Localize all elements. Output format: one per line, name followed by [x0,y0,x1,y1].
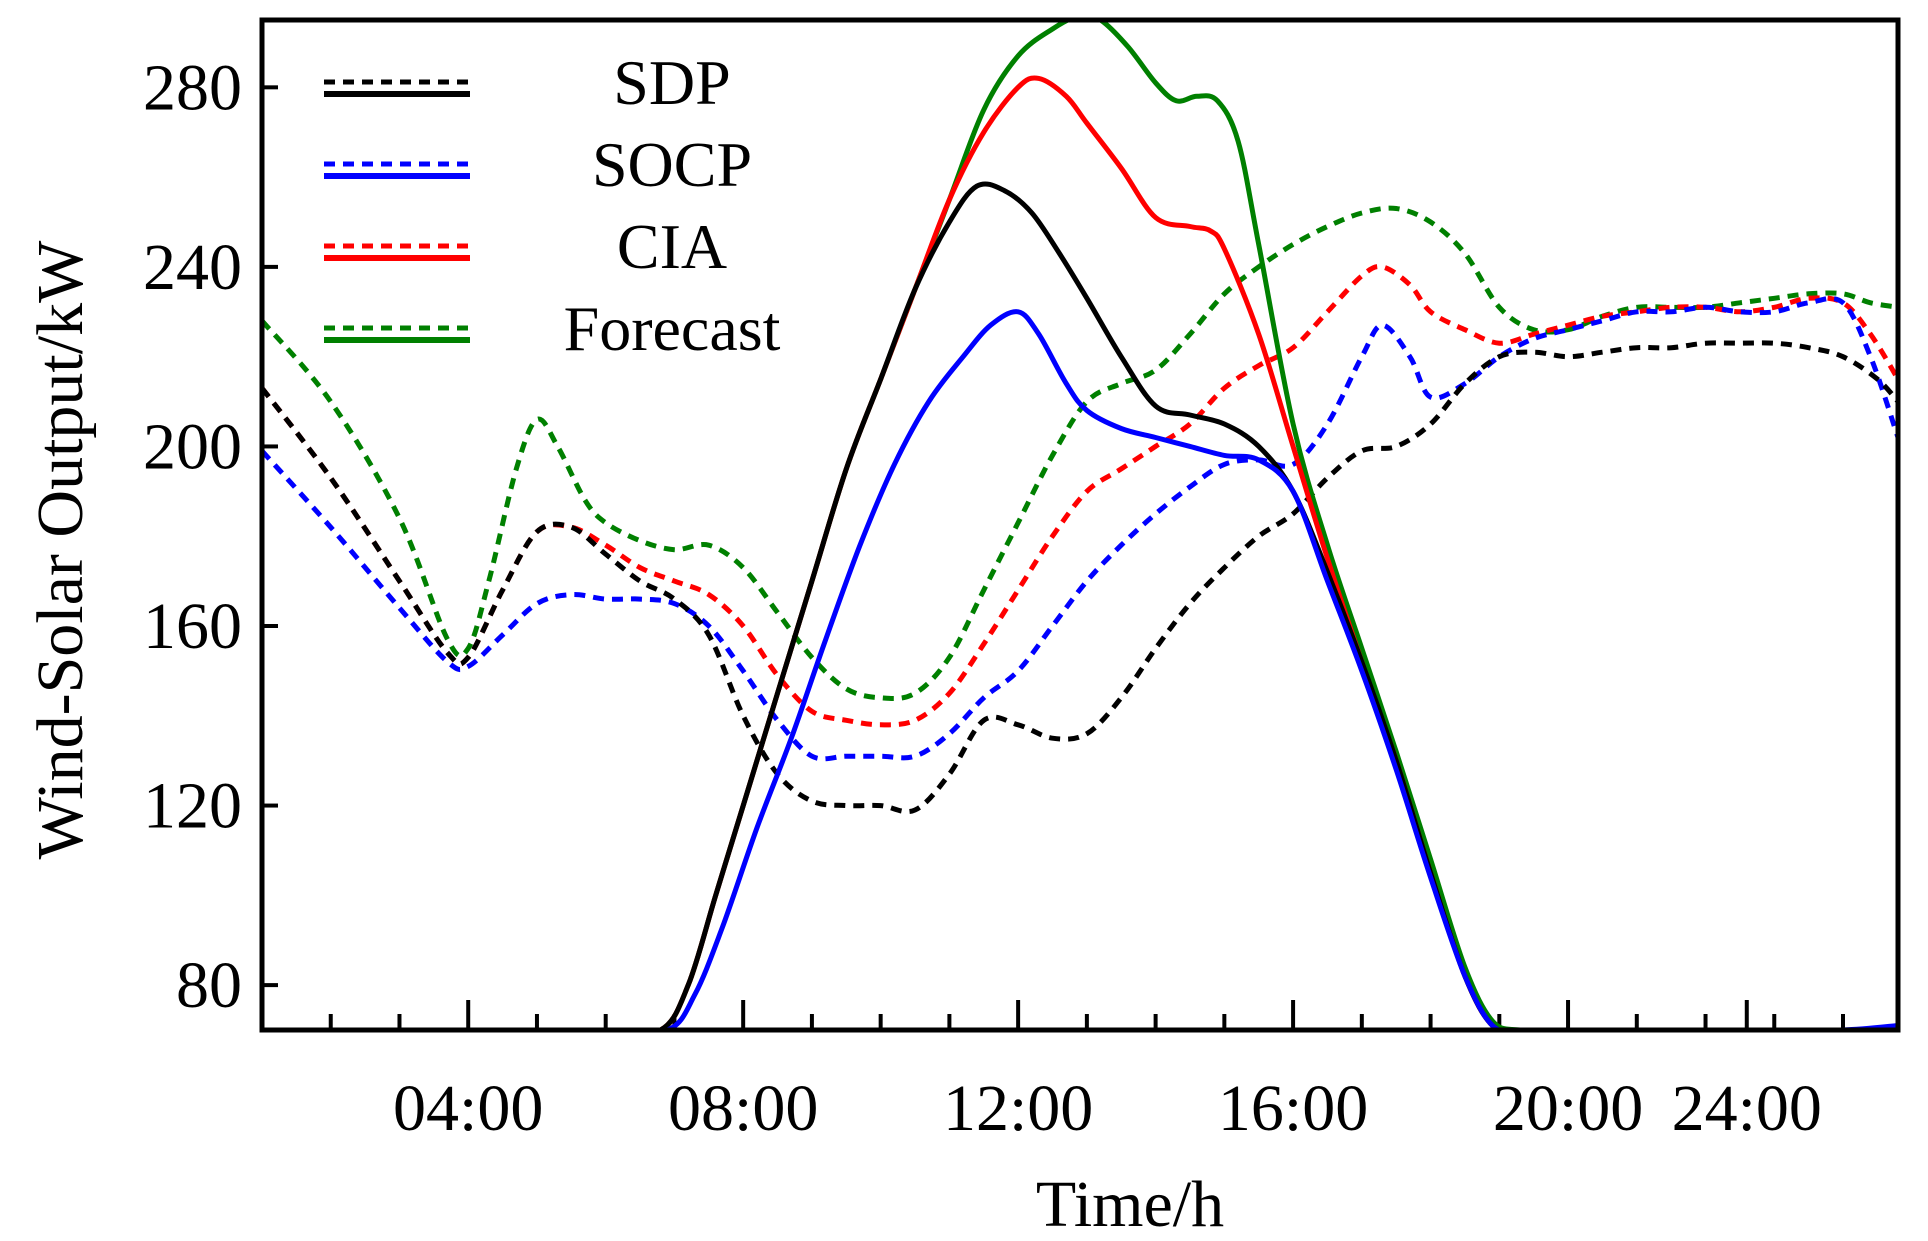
x-tick-label: 12:00 [943,1072,1093,1145]
series-line-cia-load [262,264,1898,728]
x-tick-label: 04:00 [393,1072,543,1145]
legend-label: SOCP [592,129,752,200]
legend-label: Forecast [564,293,781,364]
y-tick-label: 280 [143,51,242,124]
plot-frame [259,17,1901,1033]
y-tick-label: 160 [143,590,242,663]
plot-background [262,20,1898,1030]
y-tick-label: 200 [143,410,242,483]
legend-label: CIA [617,211,727,282]
series-line-socp-load [262,295,1898,762]
y-tick-label: 240 [143,231,242,304]
y-tick-label: 120 [143,770,242,843]
y-axis-ticks: 80 120 160 200 240 280 [143,51,278,1022]
y-tick-label: 80 [176,949,242,1022]
x-axis-title: Time/h [1036,1168,1224,1241]
series-line-forecast-load [262,205,1898,702]
x-tick-label: 16:00 [1218,1072,1368,1145]
x-axis-ticks: 04:00 08:00 12:00 16:00 20:00 24:00 [328,1000,1846,1145]
legend-label: SDP [613,47,730,118]
x-tick-label: 24:00 [1672,1072,1822,1145]
series-line-sdp-load [262,340,1898,815]
x-tick-label: 08:00 [668,1072,818,1145]
x-tick-label: 20:00 [1493,1072,1643,1145]
y-axis-title: Wind-Solar Output/kW [24,240,97,859]
legend: SDP SOCP CIA Forecast [324,47,781,364]
